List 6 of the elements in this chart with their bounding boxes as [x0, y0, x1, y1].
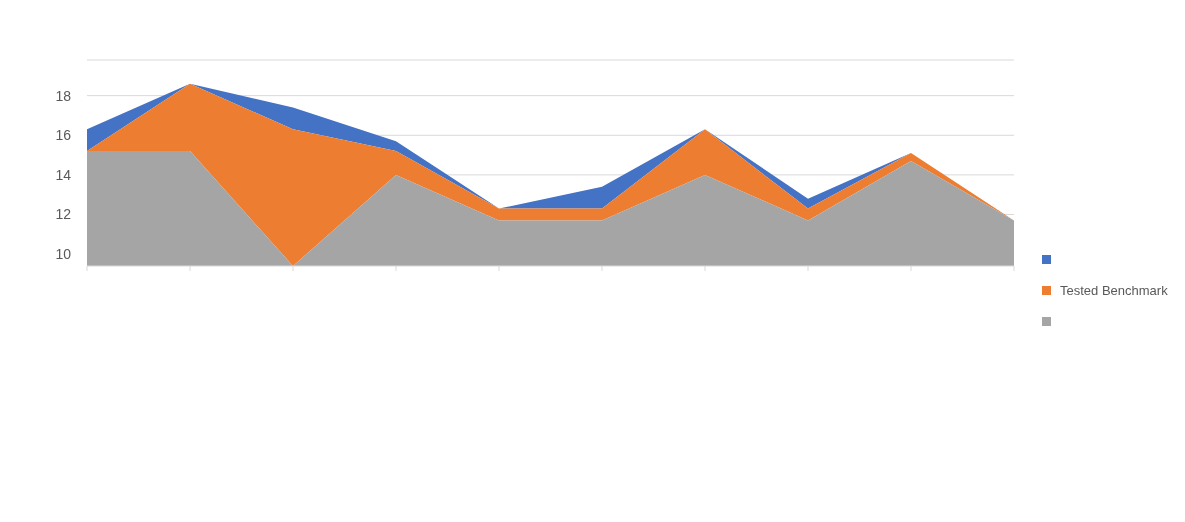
y-tick-label: 18 [55, 87, 72, 104]
y-tick-label: 16 [55, 127, 72, 144]
y-tick-label: 10 [55, 246, 72, 263]
y-tick-label: 12 [55, 206, 72, 223]
y-tick-label: 14 [55, 166, 72, 183]
legend-label: Tested Benchmark [1060, 283, 1169, 299]
